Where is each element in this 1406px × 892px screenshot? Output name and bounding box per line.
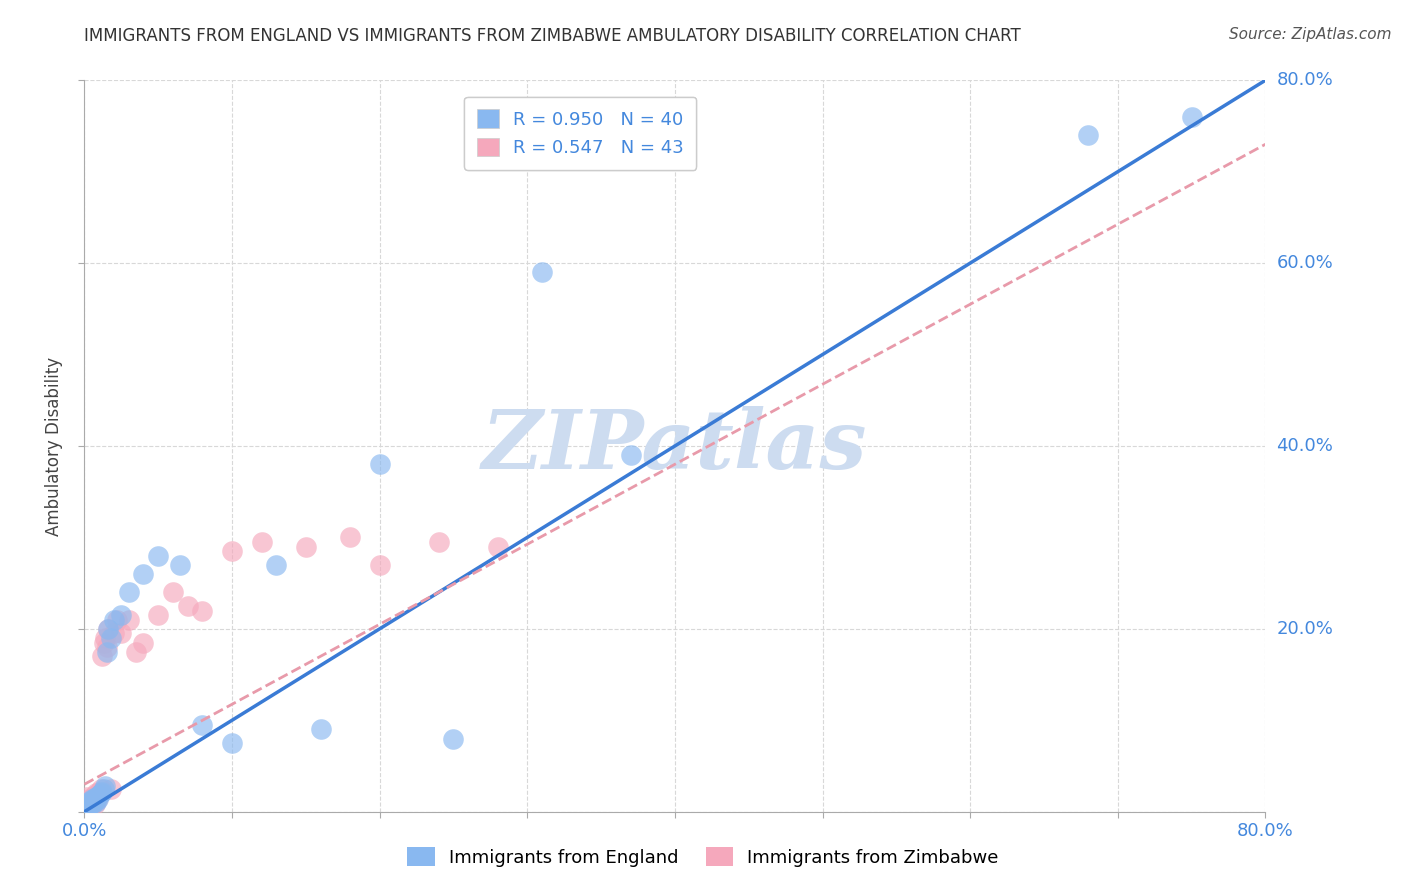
Point xyxy=(79,797,101,812)
Point xyxy=(82,793,104,807)
Point xyxy=(87,789,111,803)
Point xyxy=(148,608,170,623)
Point xyxy=(96,645,118,659)
Point xyxy=(82,796,104,810)
Point xyxy=(87,784,111,798)
Point xyxy=(84,790,107,805)
Text: ZIPatlas: ZIPatlas xyxy=(482,406,868,486)
Point xyxy=(264,558,288,572)
Point xyxy=(427,535,450,549)
Point xyxy=(91,784,114,798)
Point xyxy=(84,795,107,809)
Point xyxy=(250,535,273,549)
Text: 60.0%: 60.0% xyxy=(1277,254,1333,272)
Point xyxy=(83,797,105,812)
Point xyxy=(118,613,141,627)
Point xyxy=(103,613,125,627)
Point xyxy=(132,567,155,582)
Point xyxy=(295,540,318,554)
Point xyxy=(76,790,98,805)
Point xyxy=(77,797,100,812)
Point xyxy=(83,789,105,803)
Point xyxy=(75,800,97,814)
Point xyxy=(309,723,332,737)
Y-axis label: Ambulatory Disability: Ambulatory Disability xyxy=(45,357,63,535)
Point xyxy=(86,791,108,805)
Point xyxy=(91,649,114,664)
Point xyxy=(162,585,184,599)
Point xyxy=(110,626,132,640)
Legend: Immigrants from England, Immigrants from Zimbabwe: Immigrants from England, Immigrants from… xyxy=(401,840,1005,874)
Point xyxy=(94,779,117,793)
Point xyxy=(118,585,141,599)
Point xyxy=(79,794,101,808)
Point xyxy=(100,631,122,645)
Point xyxy=(177,599,200,613)
Point xyxy=(77,792,100,806)
Point xyxy=(84,787,107,801)
Point xyxy=(76,800,98,814)
Point xyxy=(90,781,112,796)
Point xyxy=(368,458,391,472)
Point xyxy=(96,640,118,655)
Point xyxy=(100,781,122,796)
Point xyxy=(83,794,105,808)
Point xyxy=(80,792,103,806)
Point xyxy=(82,796,104,810)
Point xyxy=(77,799,100,814)
Point xyxy=(80,797,103,811)
Text: 80.0%: 80.0% xyxy=(1277,71,1333,89)
Point xyxy=(191,718,214,732)
Point xyxy=(93,781,115,796)
Point xyxy=(97,622,120,636)
Text: Source: ZipAtlas.com: Source: ZipAtlas.com xyxy=(1229,27,1392,42)
Text: 20.0%: 20.0% xyxy=(1277,620,1333,638)
Point xyxy=(105,613,128,627)
Point xyxy=(486,540,509,554)
Point xyxy=(76,800,98,814)
Point xyxy=(80,791,103,805)
Point xyxy=(75,797,97,812)
Point xyxy=(368,558,391,572)
Point xyxy=(79,794,101,808)
Point xyxy=(75,800,97,814)
Point xyxy=(1077,128,1099,143)
Point xyxy=(83,791,105,805)
Point xyxy=(148,549,170,563)
Point xyxy=(76,796,98,810)
Point xyxy=(93,635,115,649)
Point xyxy=(169,558,191,572)
Point xyxy=(221,544,243,558)
Point xyxy=(80,797,103,811)
Point xyxy=(530,265,553,279)
Point xyxy=(441,731,464,746)
Point xyxy=(94,631,117,645)
Point xyxy=(221,736,243,750)
Text: 40.0%: 40.0% xyxy=(1277,437,1333,455)
Point xyxy=(1180,110,1202,124)
Point xyxy=(619,448,641,462)
Point xyxy=(90,787,112,801)
Point xyxy=(86,792,108,806)
Point xyxy=(79,799,101,814)
Point xyxy=(339,530,361,544)
Text: IMMIGRANTS FROM ENGLAND VS IMMIGRANTS FROM ZIMBABWE AMBULATORY DISABILITY CORREL: IMMIGRANTS FROM ENGLAND VS IMMIGRANTS FR… xyxy=(84,27,1021,45)
Point xyxy=(125,645,148,659)
Point xyxy=(76,797,98,812)
Point xyxy=(103,626,125,640)
Point xyxy=(77,796,100,810)
Point xyxy=(191,603,214,617)
Point xyxy=(132,635,155,649)
Point xyxy=(97,622,120,636)
Legend: R = 0.950   N = 40, R = 0.547   N = 43: R = 0.950 N = 40, R = 0.547 N = 43 xyxy=(464,96,696,169)
Point xyxy=(82,790,104,805)
Point xyxy=(110,608,132,623)
Point xyxy=(84,794,107,808)
